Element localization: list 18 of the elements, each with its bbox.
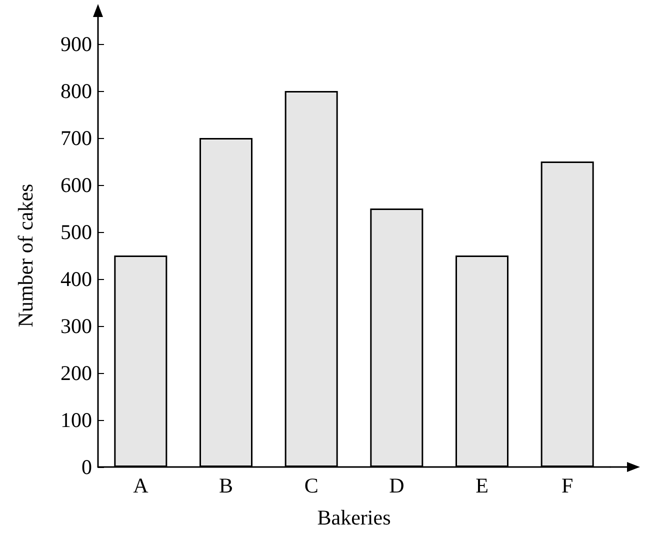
x-tick-label: D [389, 474, 404, 498]
x-axis-title: Bakeries [317, 506, 391, 530]
y-tick-label: 700 [60, 126, 92, 150]
x-tick-label: C [304, 474, 318, 498]
x-tick-label: B [218, 474, 234, 498]
x-tick-label: E [476, 474, 488, 498]
y-tick-label: 600 [60, 173, 92, 197]
y-tick-label: 300 [60, 314, 92, 338]
y-tick-label: 800 [60, 79, 92, 103]
y-axis-title: Number of cakes [14, 184, 38, 328]
y-tick-label: 100 [60, 408, 92, 432]
y-tick-label: 900 [60, 32, 92, 56]
x-tick-label: A [133, 474, 150, 498]
y-tick-label: 0 [82, 455, 92, 479]
y-tick-label: 500 [60, 220, 92, 244]
x-tick-label: F [561, 474, 574, 498]
y-tick-label: 400 [60, 267, 92, 291]
y-tick-label: 200 [60, 361, 92, 385]
